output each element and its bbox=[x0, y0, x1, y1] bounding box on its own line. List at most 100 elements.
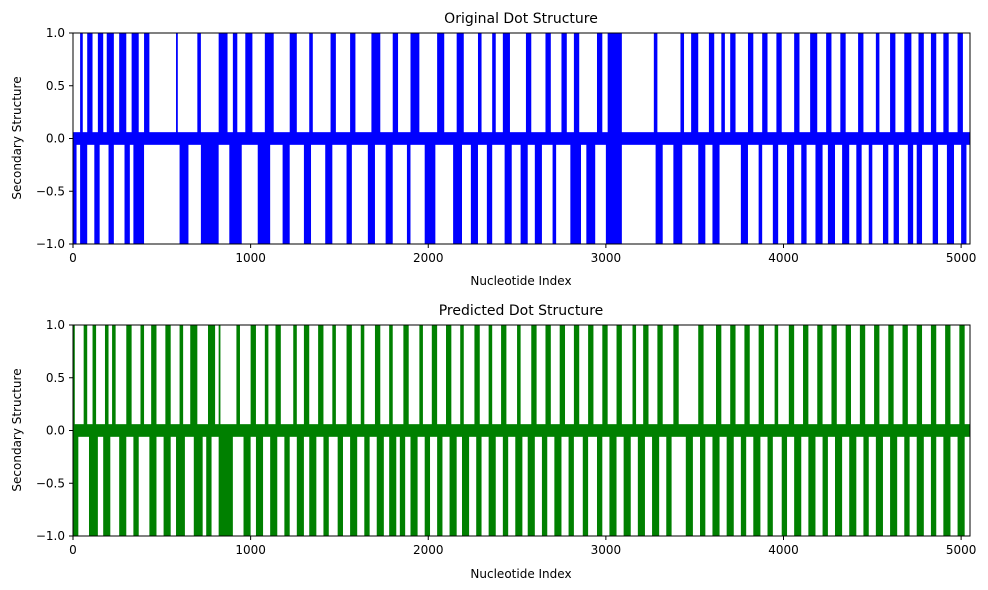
up-span bbox=[97, 33, 104, 139]
down-span bbox=[586, 138, 596, 244]
up-span bbox=[126, 325, 132, 431]
down-span bbox=[133, 138, 145, 244]
up-span bbox=[431, 325, 438, 431]
down-span bbox=[673, 138, 683, 244]
y-axis: −1.0 −0.5 0.0 0.5 1.0 bbox=[36, 26, 73, 251]
up-span bbox=[643, 325, 649, 431]
down-span bbox=[73, 138, 77, 244]
down-span bbox=[502, 430, 509, 536]
up-span bbox=[104, 325, 109, 431]
down-span bbox=[255, 430, 264, 536]
down-span bbox=[424, 430, 431, 536]
up-span bbox=[673, 325, 679, 431]
down-span bbox=[486, 138, 493, 244]
down-span bbox=[666, 430, 672, 536]
up-span bbox=[930, 325, 937, 431]
up-span bbox=[715, 325, 722, 431]
down-span bbox=[399, 430, 406, 536]
down-span bbox=[609, 430, 617, 536]
up-span bbox=[289, 33, 297, 139]
down-span bbox=[822, 430, 828, 536]
down-span bbox=[916, 138, 923, 244]
up-span bbox=[140, 325, 145, 431]
down-span bbox=[527, 430, 535, 536]
up-span bbox=[794, 33, 800, 139]
up-span bbox=[492, 33, 496, 139]
up-span bbox=[456, 33, 464, 139]
y-tick-label: 1.0 bbox=[46, 318, 65, 332]
up-span bbox=[930, 33, 937, 139]
down-span bbox=[309, 430, 317, 536]
x-tick-label: 0 bbox=[69, 251, 77, 265]
down-span bbox=[849, 430, 857, 536]
up-span bbox=[616, 325, 622, 431]
up-span bbox=[119, 33, 127, 139]
y-tick-label: 0.0 bbox=[46, 424, 65, 438]
down-span bbox=[740, 430, 747, 536]
down-span bbox=[163, 430, 171, 536]
up-span bbox=[165, 325, 171, 431]
down-span bbox=[325, 138, 333, 244]
up-span bbox=[83, 325, 88, 431]
x-axis: 0 1000 2000 3000 4000 5000 bbox=[69, 536, 976, 557]
down-span bbox=[815, 138, 823, 244]
up-span bbox=[904, 33, 912, 139]
down-span bbox=[596, 430, 603, 536]
up-span bbox=[721, 33, 725, 139]
down-span bbox=[890, 430, 898, 536]
up-span bbox=[776, 33, 782, 139]
y-tick-label: 0.5 bbox=[46, 79, 65, 93]
down-span bbox=[364, 430, 370, 536]
up-span bbox=[758, 325, 764, 431]
up-span bbox=[330, 33, 336, 139]
up-span bbox=[916, 325, 923, 431]
up-span bbox=[762, 33, 768, 139]
down-span bbox=[904, 430, 910, 536]
down-span bbox=[767, 430, 773, 536]
down-span bbox=[200, 138, 219, 244]
up-span bbox=[446, 325, 452, 431]
down-span bbox=[323, 430, 329, 536]
up-span bbox=[488, 325, 493, 431]
up-span bbox=[874, 325, 880, 431]
x-tick-label: 1000 bbox=[235, 543, 266, 557]
y-axis-label: Secondary Structure bbox=[10, 368, 24, 491]
up-span bbox=[73, 325, 75, 431]
up-span bbox=[403, 325, 409, 431]
y-axis: −1.0 −0.5 0.0 0.5 1.0 bbox=[36, 318, 73, 543]
down-span bbox=[389, 430, 397, 536]
up-span bbox=[460, 325, 464, 431]
down-span bbox=[868, 138, 873, 244]
down-span bbox=[961, 138, 967, 244]
up-span bbox=[596, 33, 603, 139]
up-span bbox=[92, 325, 97, 431]
down-span bbox=[488, 430, 496, 536]
down-span bbox=[461, 430, 470, 536]
down-span bbox=[270, 430, 278, 536]
down-span bbox=[303, 138, 312, 244]
chart-title: Original Dot Structure bbox=[444, 11, 598, 27]
up-span bbox=[525, 33, 532, 139]
x-tick-label: 1000 bbox=[235, 251, 266, 265]
down-span bbox=[133, 430, 139, 536]
y-tick-label: 1.0 bbox=[46, 26, 65, 40]
up-span bbox=[236, 325, 240, 431]
up-span bbox=[477, 33, 482, 139]
down-span bbox=[740, 138, 748, 244]
down-span bbox=[520, 138, 528, 244]
down-span bbox=[652, 430, 660, 536]
x-tick-label: 5000 bbox=[946, 543, 977, 557]
up-span bbox=[573, 33, 580, 139]
up-span bbox=[502, 33, 510, 139]
up-span bbox=[264, 33, 274, 139]
down-span bbox=[698, 138, 706, 244]
subplot-original: Original Dot Structure 0 1000 2000 3000 4000… bbox=[10, 11, 976, 288]
x-axis-label: Nucleotide Index bbox=[470, 567, 571, 581]
up-span bbox=[859, 325, 866, 431]
down-span bbox=[605, 138, 622, 244]
up-span bbox=[943, 33, 949, 139]
up-span bbox=[803, 325, 809, 431]
down-span bbox=[726, 430, 734, 536]
down-span bbox=[827, 138, 836, 244]
down-span bbox=[794, 430, 802, 536]
